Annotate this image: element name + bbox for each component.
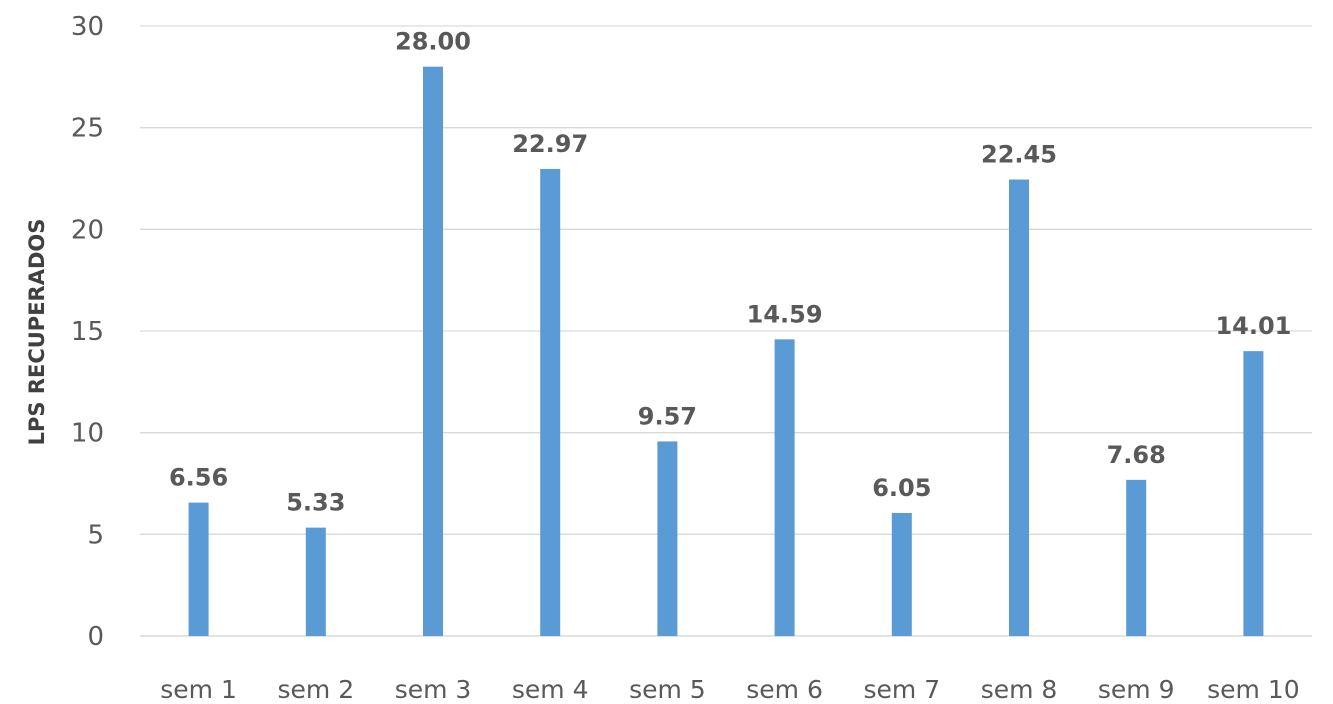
- bar: [305, 527, 326, 636]
- x-tick-label: sem 6: [746, 675, 823, 704]
- x-tick-label: sem 10: [1207, 675, 1300, 704]
- data-label: 14.01: [1215, 312, 1291, 340]
- y-tick-label: 5: [87, 520, 104, 550]
- y-tick-label: 10: [71, 419, 104, 449]
- data-label: 22.45: [981, 141, 1057, 169]
- y-tick-label: 25: [71, 114, 104, 144]
- y-axis-ticks: 0 5 10 15 20 25 30: [71, 12, 104, 652]
- bar: [1126, 479, 1147, 636]
- bar: [891, 512, 912, 636]
- bar: [540, 168, 561, 636]
- x-tick-label: sem 3: [395, 675, 472, 704]
- data-label: 6.05: [872, 474, 931, 502]
- x-tick-label: sem 1: [160, 675, 237, 704]
- gridlines: [140, 25, 1312, 637]
- data-label: 22.97: [512, 130, 588, 158]
- x-tick-label: sem 5: [629, 675, 706, 704]
- data-label: 5.33: [286, 489, 345, 517]
- data-label: 9.57: [638, 402, 697, 430]
- bar: [423, 66, 443, 636]
- y-tick-label: 20: [71, 215, 104, 245]
- x-tick-label: sem 8: [981, 675, 1058, 704]
- bars: [188, 66, 1264, 636]
- x-tick-label: sem 4: [512, 675, 589, 704]
- bar: [1009, 179, 1029, 636]
- x-tick-label: sem 2: [277, 675, 354, 704]
- y-axis-title: LPS RECUPERADOS: [25, 219, 49, 446]
- bar: [774, 339, 795, 636]
- bar: [188, 502, 209, 636]
- y-tick-label: 15: [71, 317, 104, 347]
- data-label: 6.56: [169, 464, 228, 492]
- y-tick-label: 0: [87, 622, 104, 652]
- x-tick-label: sem 7: [863, 675, 940, 704]
- data-label: 28.00: [395, 28, 471, 56]
- bar: [657, 441, 678, 636]
- data-labels: 6.56 5.33 28.00 22.97 9.57 14.59 6.05 22.45 7.68…: [169, 28, 1291, 517]
- y-tick-label: 30: [71, 12, 104, 42]
- x-tick-label: sem 9: [1098, 675, 1175, 704]
- data-label: 7.68: [1107, 441, 1166, 469]
- x-axis-ticks: sem 1 sem 2 sem 3 sem 4 sem 5 sem 6 sem 7 sem 8…: [160, 675, 1299, 704]
- data-label: 14.59: [747, 300, 823, 328]
- bar: [1243, 351, 1264, 636]
